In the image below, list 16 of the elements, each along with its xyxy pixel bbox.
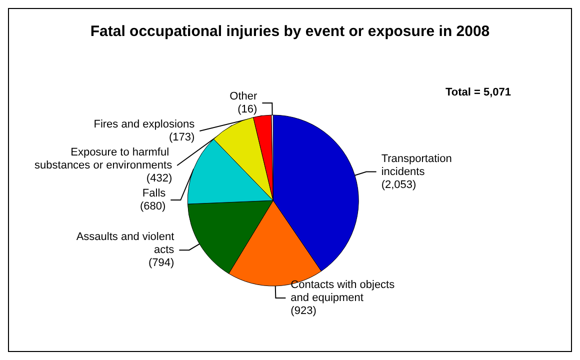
data-label: (173) (168, 132, 195, 144)
data-label: (680) (140, 200, 166, 213)
slice-label: Falls (142, 188, 166, 200)
data-label: (432) (146, 172, 172, 185)
data-label: (16) (238, 104, 258, 116)
slice-label: Transportation incidents (381, 152, 455, 178)
data-label: (794) (148, 257, 174, 270)
chart-title: Fatal occupational injuries by event or exposure in 2008 (90, 23, 490, 40)
slice-label: Contacts with objects and equipment (290, 278, 398, 304)
slice-label: Fires and explosions (94, 118, 196, 131)
slice-label: Exposure to harmful substances or environments (34, 146, 173, 172)
text: Total = 5,071 (445, 86, 512, 98)
data-label: (2,053) (381, 178, 416, 191)
data-label: (923) (290, 304, 316, 317)
slice-label: Assaults and violent acts (76, 231, 175, 256)
slice-label: Other (230, 90, 258, 103)
